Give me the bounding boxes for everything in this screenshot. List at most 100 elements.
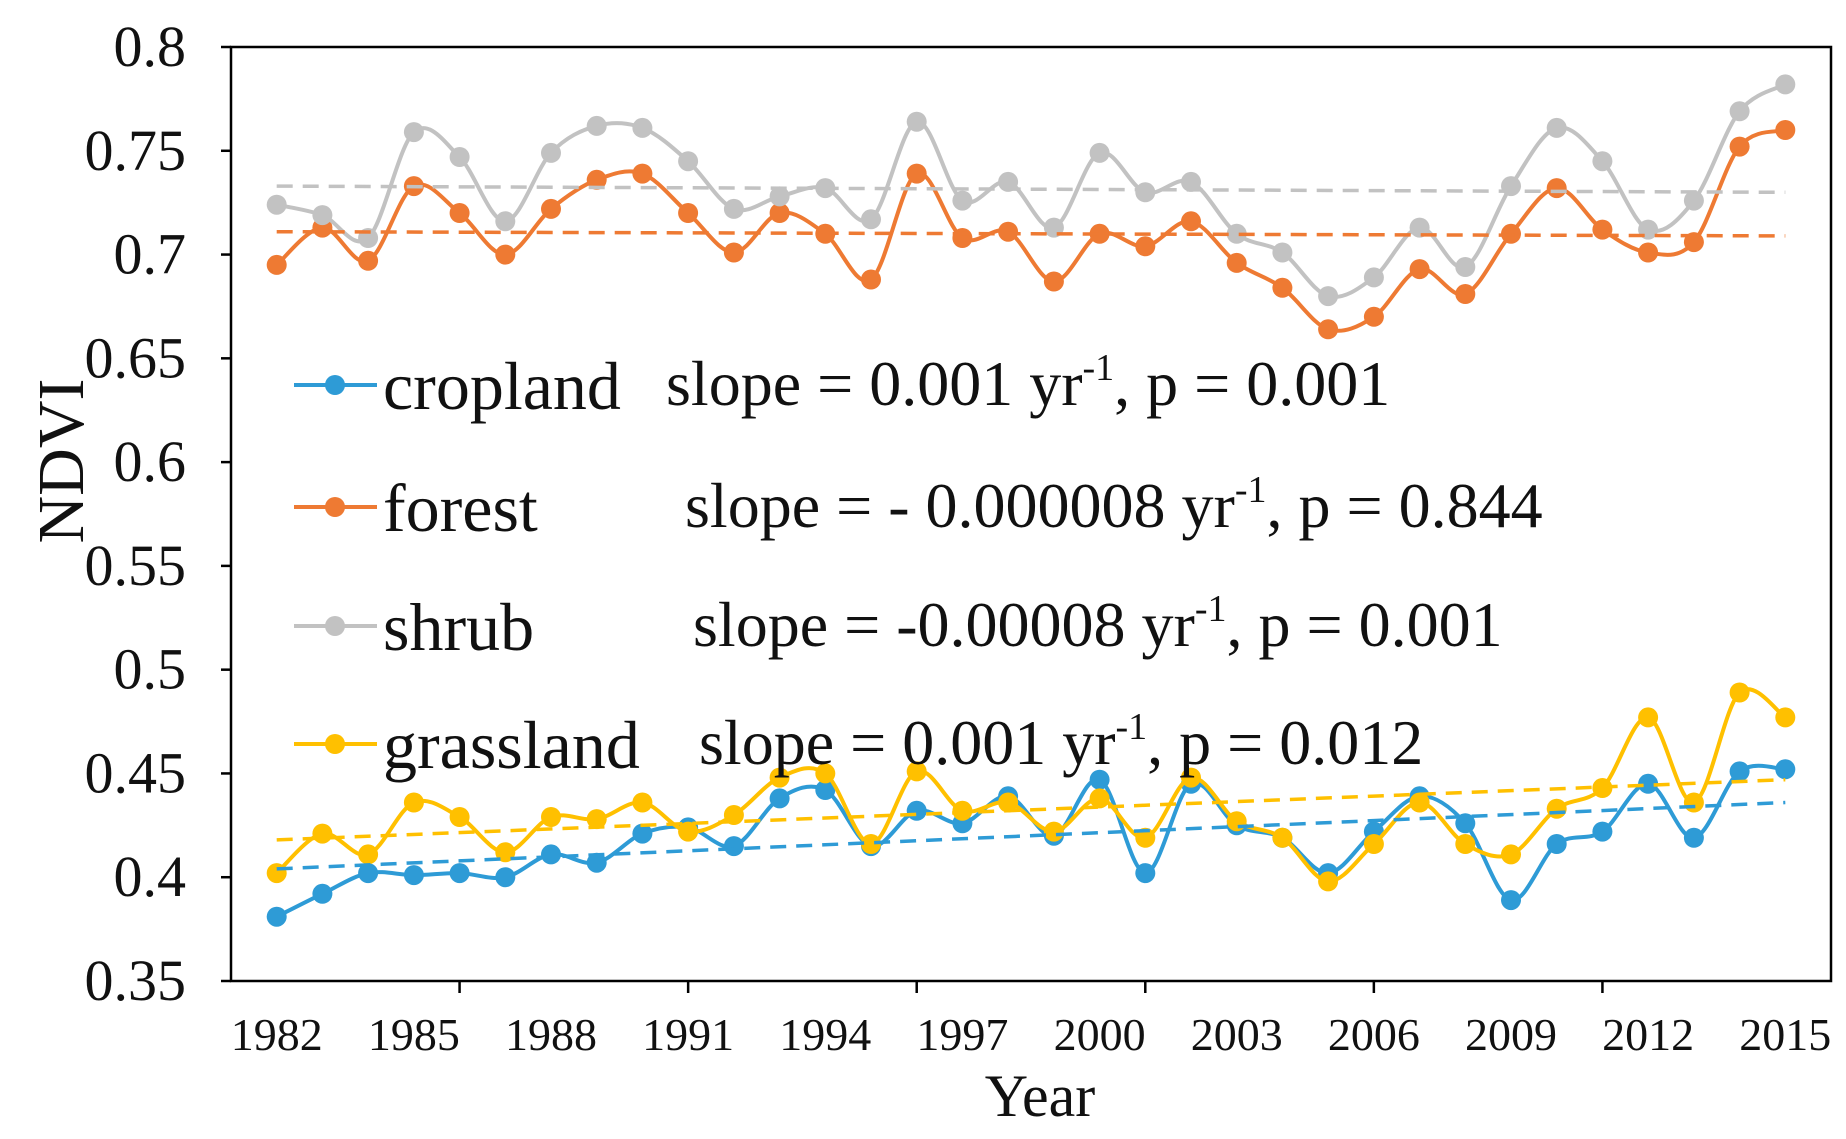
x-tick-label: 2009 [1465,1009,1557,1060]
grassland-point-1994 [815,763,836,784]
y-tick-label: 0.4 [114,844,187,909]
x-tick-label: 2012 [1602,1009,1694,1060]
cropland-point-1993 [769,788,790,809]
x-tick-label: 1985 [368,1009,460,1060]
legend-item-cropland: cropland slope = 0.001 yr-1, p = 0.001 [294,347,1390,424]
legend: cropland slope = 0.001 yr-1, p = 0.001 for… [294,347,1543,783]
grassland-point-2009 [1501,844,1521,865]
legend-grassland-p-value: , p = 0.012 [1147,707,1423,778]
cropland-point-2015 [1775,759,1796,780]
shrub-point-2006 [1363,267,1384,288]
grassland-point-2006 [1363,834,1384,854]
cropland-point-1996 [906,800,927,821]
grassland-point-1990 [632,792,653,813]
cropland-point-1984 [358,863,379,884]
x-tick-label: 2003 [1191,1009,1283,1060]
legend-cropland-stats: slope = 0.001 yr-1, p = 0.001 [666,347,1390,419]
shrub-point-1997 [952,190,973,211]
grassland-point-1984 [358,844,379,865]
forest-point-1990 [632,163,653,184]
grassland-point-2005 [1318,871,1339,892]
grassland-trend-line [276,777,1786,842]
legend-item-forest: forest slope = - 0.000008 yr-1, p = 0.844 [294,469,1543,546]
legend-grassland-label: grassland [383,707,640,783]
legend-forest-swatch-marker [325,497,345,517]
grassland-point-1996 [906,761,927,782]
grassland-point-1993 [769,767,790,788]
grassland-point-1998 [998,792,1019,813]
x-axis-title: Year [985,1063,1096,1129]
shrub-point-1990 [632,117,653,138]
shrub-point-1985 [403,122,424,143]
x-tick-label: 2006 [1328,1009,1420,1060]
shrub-point-1983 [312,205,333,226]
shrub-point-1993 [769,186,790,207]
grassland-point-2000 [1089,788,1110,809]
grassland-point-2015 [1775,707,1796,728]
forest-point-1986 [449,203,470,223]
x-tick-label: 1991 [642,1009,734,1060]
legend-cropland-p-value: , p = 0.001 [1114,348,1390,419]
forest-point-1988 [541,198,561,219]
cropland-point-2014 [1729,761,1750,782]
x-tick-label: 1994 [779,1009,871,1060]
forest-point-1991 [678,203,699,223]
shrub-point-2005 [1318,286,1339,307]
legend-shrub-swatch-marker [325,616,345,636]
forest-point-1992 [723,242,744,263]
forest-point-1989 [586,169,607,190]
forest-point-2000 [1089,223,1110,244]
shrub-point-1991 [678,151,699,172]
grassland-point-1982 [266,863,287,884]
shrub-point-1982 [266,194,287,215]
grassland-point-2013 [1683,792,1704,813]
forest-point-1999 [1043,271,1064,292]
shrub-point-2009 [1501,176,1521,197]
cropland-point-2010 [1546,834,1567,854]
shrub-point-1986 [449,147,470,167]
grassland-point-2001 [1135,827,1156,848]
y-tick-label: 0.65 [85,325,187,390]
cropland-point-2009 [1501,890,1521,911]
plot-frame [229,45,1833,983]
cropland-point-2011 [1592,821,1613,842]
shrub-point-2000 [1089,142,1110,163]
y-axis-title: NDVI [25,379,98,544]
forest-point-2005 [1318,319,1339,340]
y-tick-label: 0.8 [114,14,187,79]
grassland-point-1988 [541,807,561,827]
cropland-point-1992 [723,836,744,857]
legend-forest-p-value: , p = 0.844 [1266,470,1542,541]
cropland-point-1994 [815,780,836,800]
y-tick-label: 0.5 [114,637,187,702]
grassland-point-2004 [1272,827,1293,848]
shrub-point-2008 [1455,257,1476,277]
grassland-point-2007 [1409,792,1430,813]
cropland-trend-line [276,800,1786,871]
grassland-point-2010 [1546,798,1567,819]
x-tick-label: 2015 [1739,1009,1831,1060]
cropland-point-2001 [1135,863,1156,884]
forest-point-2007 [1409,259,1430,280]
legend-cropland-slope-text: slope = 0.001 yr [666,348,1083,419]
forest-trend-line [276,229,1786,238]
y-tick-label: 0.55 [85,533,187,598]
forest-point-1987 [495,244,516,265]
cropland-point-1989 [586,852,607,873]
forest-point-2002 [1181,211,1201,232]
legend-forest-slope-text: slope = - 0.000008 yr [685,470,1235,541]
legend-forest-label: forest [383,470,538,546]
legend-cropland-swatch-marker [325,375,345,395]
grassland-point-2002 [1181,767,1201,788]
grassland-point-1986 [449,807,470,827]
cropland-point-1988 [541,844,561,865]
grassland-point-1985 [403,792,424,813]
shrub-point-2014 [1729,101,1750,122]
legend-shrub-slope-text: slope = -0.00008 yr [693,589,1195,660]
forest-point-2006 [1363,306,1384,327]
forest-line [275,128,1786,333]
shrub-point-2011 [1592,151,1613,172]
forest-point-2012 [1638,242,1659,263]
shrub-point-1987 [495,211,516,232]
